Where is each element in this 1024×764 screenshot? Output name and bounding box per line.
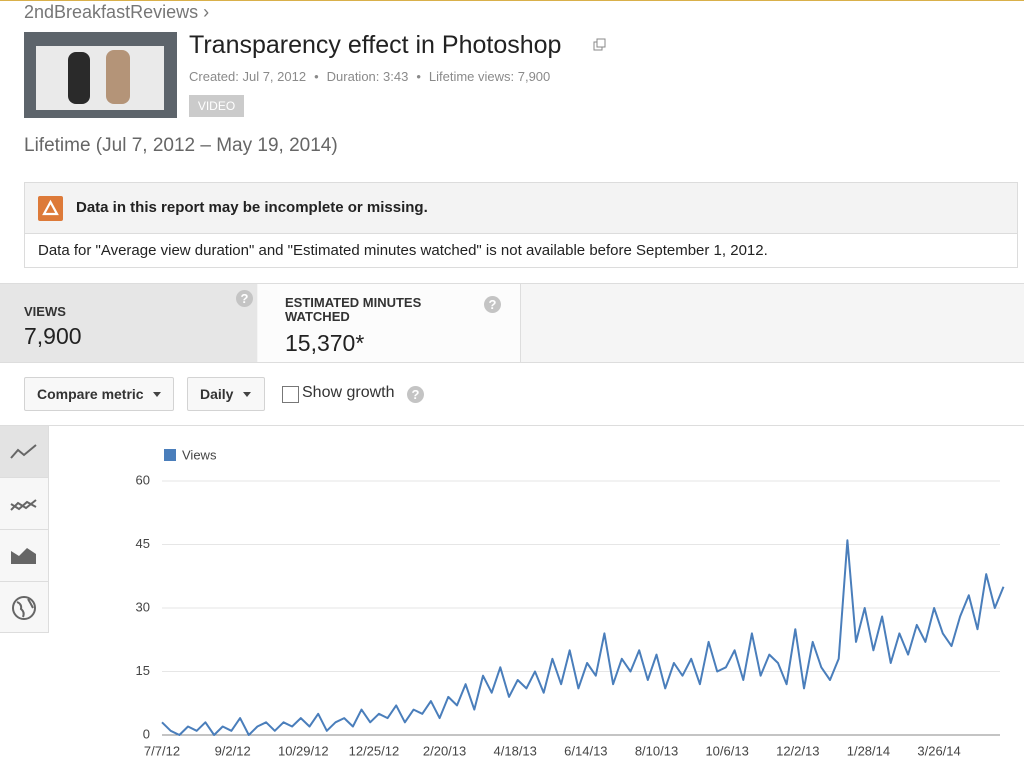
button-label: Compare metric [37, 386, 144, 402]
growth-label[interactable]: Show growth [302, 384, 395, 401]
chart-type-icons [0, 426, 48, 620]
meta-item: Lifetime views: 7,900 [428, 69, 551, 84]
help-icon[interactable]: ? [484, 296, 501, 313]
x-tick-label: 10/6/13 [705, 743, 748, 758]
y-tick-label: 15 [136, 663, 150, 678]
y-tick-label: 0 [143, 726, 150, 741]
multi-line-icon[interactable] [10, 499, 37, 511]
warning-header [25, 183, 1017, 234]
growth-checkbox[interactable] [282, 386, 299, 403]
top-border [0, 0, 1024, 1]
metric-tab[interactable]: ESTIMATED MINUTES WATCHED 15,370* ? [258, 284, 521, 362]
external-link-icon[interactable] [593, 38, 607, 52]
metric-value: 7,900 [24, 323, 82, 349]
metric-tab[interactable]: VIEWS 7,900 ? [0, 284, 257, 362]
breadcrumb[interactable]: 2ndBreakfastReviews › [24, 2, 210, 22]
y-tick-label: 45 [136, 536, 150, 551]
compare-metric-button[interactable]: Compare metric [24, 377, 174, 411]
help-icon[interactable]: ? [407, 386, 424, 403]
warning-icon [38, 196, 63, 221]
meta-separator: • [314, 69, 319, 84]
help-icon[interactable]: ? [236, 290, 253, 307]
x-tick-label: 10/29/12 [278, 743, 329, 758]
metric-bar: VIEWS 7,900 ? ESTIMATED MINUTES WATCHED … [0, 283, 1024, 363]
metric-label: VIEWS [24, 304, 66, 319]
x-tick-label: 3/26/14 [917, 743, 960, 758]
x-tick-label: 12/25/12 [349, 743, 400, 758]
video-meta: Created: Jul 7, 2012 • Duration: 3:43 • Life… [189, 69, 550, 84]
meta-item: Created: Jul 7, 2012 [189, 69, 307, 84]
legend-label: Views [182, 447, 217, 462]
x-tick-label: 9/2/12 [215, 743, 251, 758]
y-tick-label: 30 [136, 599, 150, 614]
metric-value: 15,370* [285, 330, 365, 356]
x-tick-label: 1/28/14 [847, 743, 890, 758]
area-chart-icon[interactable] [11, 548, 36, 564]
meta-item: Duration: 3:43 [326, 69, 409, 84]
x-tick-label: 7/7/12 [144, 743, 180, 758]
chart-type-sidebar [0, 426, 49, 633]
x-tick-label: 4/18/13 [494, 743, 537, 758]
divider [0, 425, 1024, 426]
meta-separator: • [416, 69, 421, 84]
series-line [161, 539, 1005, 736]
video-badge: VIDEO [189, 95, 244, 117]
x-tick-label: 12/2/13 [776, 743, 819, 758]
x-tick-label: 8/10/13 [635, 743, 678, 758]
warning-message: Data for "Average view duration" and "Es… [38, 242, 768, 259]
button-label: Daily [200, 386, 234, 402]
x-tick-label: 6/14/13 [564, 743, 607, 758]
warning-box: Data in this report may be incomplete or… [24, 182, 1018, 268]
video-title[interactable]: Transparency effect in Photoshop [189, 31, 562, 59]
selected-tab [0, 426, 48, 477]
line-chart-icon[interactable] [10, 444, 37, 459]
warning-title: Data in this report may be incomplete or… [76, 199, 428, 216]
x-tick-label: 2/20/13 [423, 743, 466, 758]
metric-label: ESTIMATED MINUTES WATCHED [285, 295, 422, 324]
interval-dropdown[interactable]: Daily [187, 377, 265, 411]
y-tick-label: 60 [136, 472, 150, 487]
thumbnail[interactable] [24, 32, 177, 118]
map-icon[interactable] [12, 596, 36, 620]
legend-swatch [164, 449, 176, 461]
date-range[interactable]: Lifetime (Jul 7, 2012 – May 19, 2014) [24, 135, 338, 156]
